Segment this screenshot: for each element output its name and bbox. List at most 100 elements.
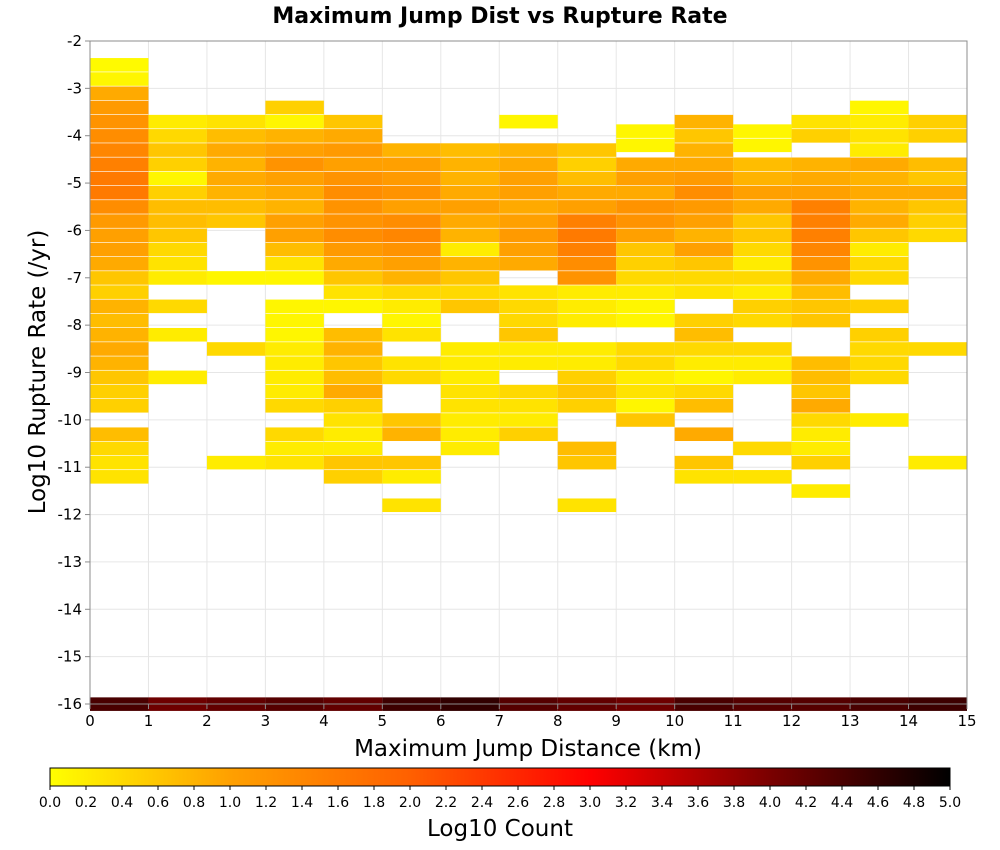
x-tick-label: 4 xyxy=(319,712,329,730)
heatmap-cell xyxy=(499,399,558,413)
x-tick-label: 14 xyxy=(899,712,918,730)
heatmap-cell xyxy=(265,100,324,115)
heatmap-cell xyxy=(382,185,441,200)
heatmap-cell xyxy=(850,242,909,257)
heatmap-cell xyxy=(323,114,383,129)
heatmap-cell xyxy=(791,413,851,427)
heatmap-cell xyxy=(616,171,675,186)
heatmap-cell xyxy=(557,441,617,456)
heatmap-cell xyxy=(674,313,734,328)
heatmap-cell xyxy=(323,413,383,427)
heatmap-cell xyxy=(850,171,909,186)
heatmap-cell xyxy=(90,455,149,470)
heatmap-cell xyxy=(90,143,149,157)
heatmap-cell xyxy=(674,285,734,299)
colorbar-tick-label: 4.6 xyxy=(867,795,889,811)
heatmap-cell xyxy=(674,356,734,370)
heatmap-cell xyxy=(382,200,441,214)
heatmap-cell xyxy=(791,484,851,498)
x-tick-label: 2 xyxy=(202,712,212,730)
heatmap-cell xyxy=(908,228,967,243)
heatmap-cell xyxy=(850,185,909,200)
heatmap-cell xyxy=(265,441,324,456)
colorbar-tick-label: 0.8 xyxy=(183,795,205,811)
heatmap-cell xyxy=(616,271,675,285)
heatmap-cell xyxy=(440,427,500,441)
heatmap-cell xyxy=(499,427,558,441)
heatmap-cell xyxy=(908,342,967,356)
heatmap-cell xyxy=(791,285,851,299)
heatmap-cell xyxy=(674,242,734,257)
heatmap-cell xyxy=(557,200,617,214)
heatmap-cell xyxy=(90,427,149,441)
heatmap-cell xyxy=(499,413,558,427)
heatmap-cell xyxy=(382,228,441,243)
heatmap-cell xyxy=(440,171,500,186)
heatmap-cell xyxy=(733,271,792,285)
heatmap-cell xyxy=(440,143,500,157)
heatmap-cell xyxy=(499,200,558,214)
heatmap-cell xyxy=(440,342,500,356)
heatmap-cell xyxy=(791,228,851,243)
heatmap-cell xyxy=(674,455,734,470)
heatmap-cell xyxy=(265,200,324,214)
y-tick-label: -8 xyxy=(67,316,82,334)
heatmap-cell xyxy=(616,285,675,299)
heatmap-cell xyxy=(850,271,909,285)
heatmap-cell xyxy=(850,214,909,228)
heatmap-cell xyxy=(90,228,149,243)
heatmap-cell xyxy=(557,384,617,399)
heatmap-cell xyxy=(674,271,734,285)
heatmap-cell xyxy=(382,455,441,470)
heatmap-cell xyxy=(265,370,324,385)
chart-title: Maximum Jump Dist vs Rupture Rate xyxy=(272,4,727,29)
heatmap-cells xyxy=(90,58,967,711)
colorbar-tick-label: 1.4 xyxy=(291,795,313,811)
heatmap-cell xyxy=(148,228,207,243)
colorbar-tick-label: 1.8 xyxy=(363,795,385,811)
heatmap-cell xyxy=(674,427,734,441)
heatmap-cell xyxy=(148,129,207,143)
heatmap-cell xyxy=(791,114,851,129)
heatmap-cell xyxy=(733,185,792,200)
colorbar-tick-label: 1.2 xyxy=(255,795,277,811)
heatmap-cell xyxy=(733,124,792,138)
heatmap-cell xyxy=(557,228,617,243)
colorbar-tick-label: 0.0 xyxy=(39,795,61,811)
heatmap-cell xyxy=(382,171,441,186)
heatmap-cell xyxy=(148,143,207,157)
x-tick-label: 15 xyxy=(957,712,976,730)
heatmap-cell xyxy=(206,342,266,356)
heatmap-cell xyxy=(265,242,324,257)
heatmap-cell xyxy=(265,342,324,356)
heatmap-cell xyxy=(440,228,500,243)
heatmap-cell xyxy=(382,242,441,257)
heatmap-cell xyxy=(323,228,383,243)
heatmap-cell xyxy=(90,441,149,456)
heatmap-cell xyxy=(382,498,441,513)
heatmap-cell xyxy=(323,285,383,299)
heatmap-cell xyxy=(265,185,324,200)
heatmap-cell xyxy=(850,200,909,214)
x-axis-ticks: 0 1 2 3 4 5 6 7 8 9 10 11 12 13 14 15 xyxy=(85,704,977,730)
heatmap-cell xyxy=(499,327,558,342)
y-tick-label: -12 xyxy=(58,506,83,524)
heatmap-cell xyxy=(148,114,207,129)
heatmap-cell xyxy=(733,285,792,299)
heatmap-cell xyxy=(90,327,149,342)
colorbar-tick-label: 1.0 xyxy=(219,795,241,811)
heatmap-cell xyxy=(206,157,266,172)
heatmap-cell xyxy=(440,271,500,285)
heatmap-cell xyxy=(323,327,383,342)
heatmap-cell xyxy=(206,114,266,129)
heatmap-cell xyxy=(265,356,324,370)
heatmap-cell xyxy=(440,242,500,257)
heatmap-cell xyxy=(90,72,149,86)
colorbar-tick-label: 4.2 xyxy=(795,795,817,811)
heatmap-cell xyxy=(733,313,792,328)
heatmap-cell xyxy=(382,413,441,427)
heatmap-cell xyxy=(616,370,675,385)
heatmap-cell xyxy=(616,185,675,200)
heatmap-cell xyxy=(265,143,324,157)
heatmap-cell xyxy=(90,256,149,271)
